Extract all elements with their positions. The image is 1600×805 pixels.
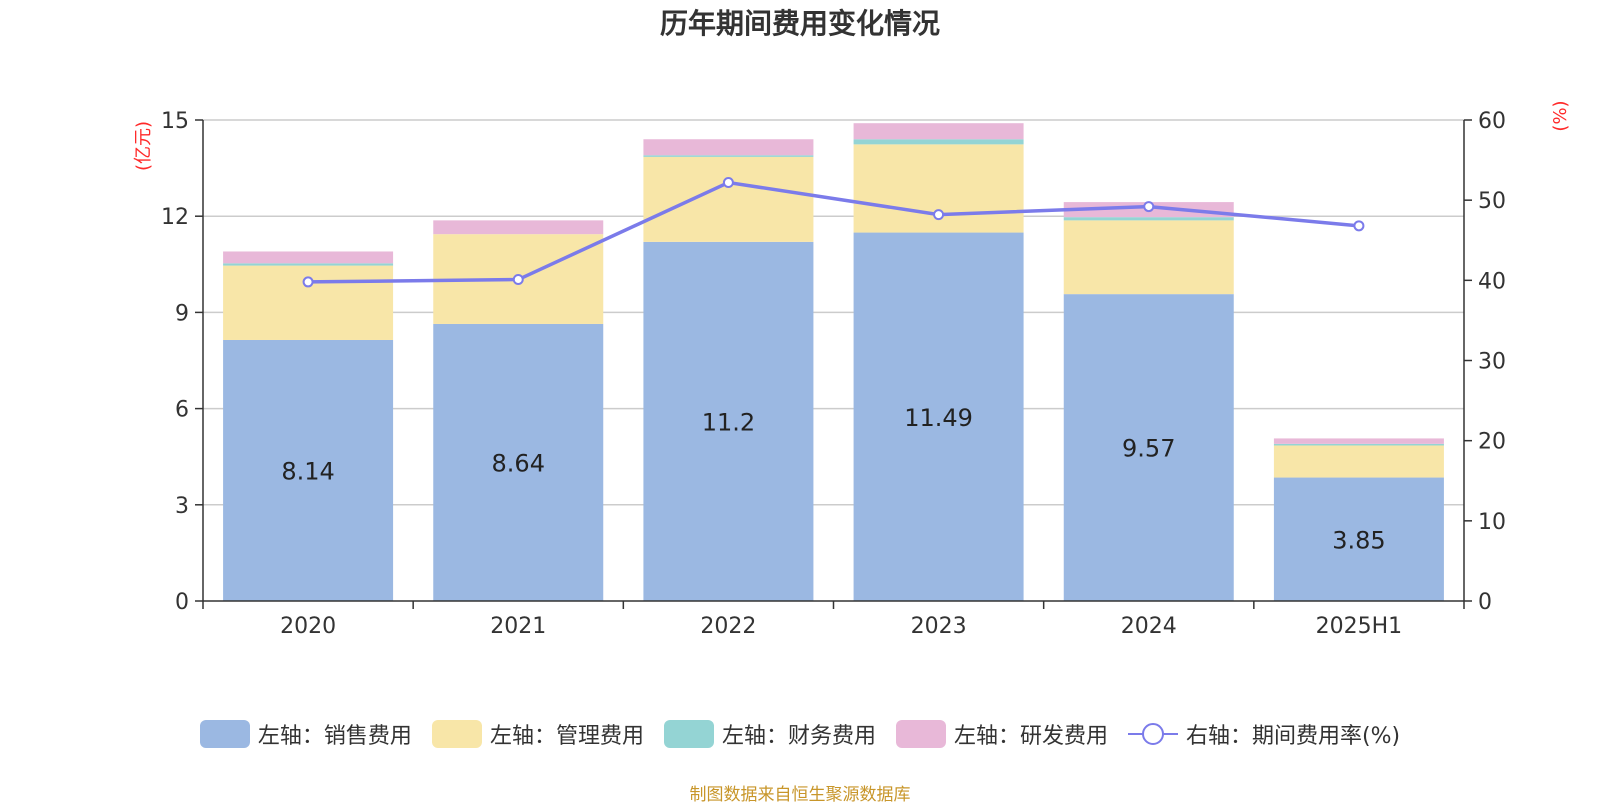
bar-rnd-2025H1	[1273, 438, 1444, 444]
legend-swatch-finance	[663, 720, 714, 748]
bar-finance-2022	[643, 155, 814, 157]
left-axis-label: (亿元)	[133, 121, 154, 171]
bar-value-label: 8.14	[281, 457, 334, 485]
x-tick-label: 2020	[280, 614, 336, 639]
legend-item-finance[interactable]: 左轴：财务费用	[663, 718, 876, 750]
bar-sales-2025H1	[1273, 477, 1444, 601]
bar-value-label: 3.85	[1332, 526, 1385, 554]
bar-sales-2023	[853, 232, 1024, 601]
legend-swatch-sales	[199, 720, 250, 748]
bar-rnd-2020	[223, 251, 394, 264]
legend-label-sales: 左轴：销售费用	[257, 724, 412, 749]
left-tick-label: 0	[175, 590, 189, 615]
bar-finance-2024	[1063, 217, 1234, 221]
right-tick-label: 40	[1478, 269, 1506, 294]
x-tick-label: 2024	[1121, 614, 1177, 639]
bar-value-label: 11.2	[702, 408, 755, 436]
x-tick-label: 2025H1	[1316, 614, 1403, 639]
legend-item-rnd[interactable]: 左轴：研发费用	[895, 718, 1108, 750]
bar-sales-2024	[1063, 294, 1234, 601]
rate-line	[308, 180, 1360, 284]
rate-point	[1353, 220, 1365, 232]
left-tick-label: 6	[175, 398, 189, 423]
x-tick-label: 2023	[911, 614, 967, 639]
rate-point	[512, 274, 524, 286]
bar-admin-2024	[1063, 220, 1234, 295]
source-note: 制图数据来自恒生聚源数据库	[689, 785, 911, 805]
rate-point	[933, 209, 945, 221]
legend-label-admin: 左轴：管理费用	[489, 724, 644, 749]
left-tick-label: 9	[175, 301, 189, 326]
bar-finance-2023	[853, 139, 1024, 145]
bar-sales-2020	[223, 339, 394, 601]
bar-value-label: 9.57	[1122, 435, 1175, 463]
right-tick-label: 30	[1478, 350, 1506, 375]
bar-rnd-2023	[853, 123, 1024, 140]
bar-sales-2021	[433, 323, 604, 601]
right-tick-label: 0	[1478, 590, 1492, 615]
rate-point	[1143, 201, 1155, 213]
right-tick-label: 50	[1478, 189, 1506, 214]
x-tick-label: 2022	[700, 614, 756, 639]
right-axis-label: (%)	[1550, 100, 1571, 131]
rate-point	[722, 177, 734, 189]
right-tick-label: 60	[1478, 109, 1506, 134]
legend-item-sales[interactable]: 左轴：销售费用	[199, 718, 412, 750]
x-tick-label: 2021	[490, 614, 546, 639]
legend-label-rnd: 左轴：研发费用	[953, 724, 1108, 749]
bar-rnd-2022	[643, 139, 814, 156]
legend-item-admin[interactable]: 左轴：管理费用	[431, 718, 644, 750]
legend-label-finance: 左轴：财务费用	[721, 724, 876, 749]
bar-value-label: 11.49	[904, 404, 973, 432]
chart-title: 历年期间费用变化情况	[659, 7, 940, 40]
legend: 左轴：销售费用 左轴：管理费用 左轴：财务费用 左轴：研发费用 右轴：期间费用率…	[0, 718, 1600, 750]
legend-label-rate: 右轴：期间费用率(%)	[1185, 724, 1401, 749]
left-tick-label: 3	[175, 494, 189, 519]
legend-swatch-rnd	[895, 720, 946, 748]
legend-swatch-admin	[431, 720, 482, 748]
bar-admin-2025H1	[1273, 445, 1444, 478]
bar-value-label: 8.64	[492, 449, 545, 477]
bar-admin-2022	[643, 156, 814, 242]
left-tick-label: 15	[161, 109, 189, 134]
bar-finance-2025H1	[1273, 443, 1444, 446]
right-tick-label: 10	[1478, 510, 1506, 535]
bar-finance-2020	[223, 263, 394, 266]
left-tick-label: 12	[161, 205, 189, 230]
legend-item-rate[interactable]: 右轴：期间费用率(%)	[1127, 718, 1401, 750]
right-tick-label: 20	[1478, 430, 1506, 455]
legend-line-marker-icon	[1127, 723, 1178, 745]
bar-rnd-2021	[433, 220, 604, 235]
bar-sales-2022	[643, 241, 814, 601]
rate-point	[302, 276, 314, 288]
